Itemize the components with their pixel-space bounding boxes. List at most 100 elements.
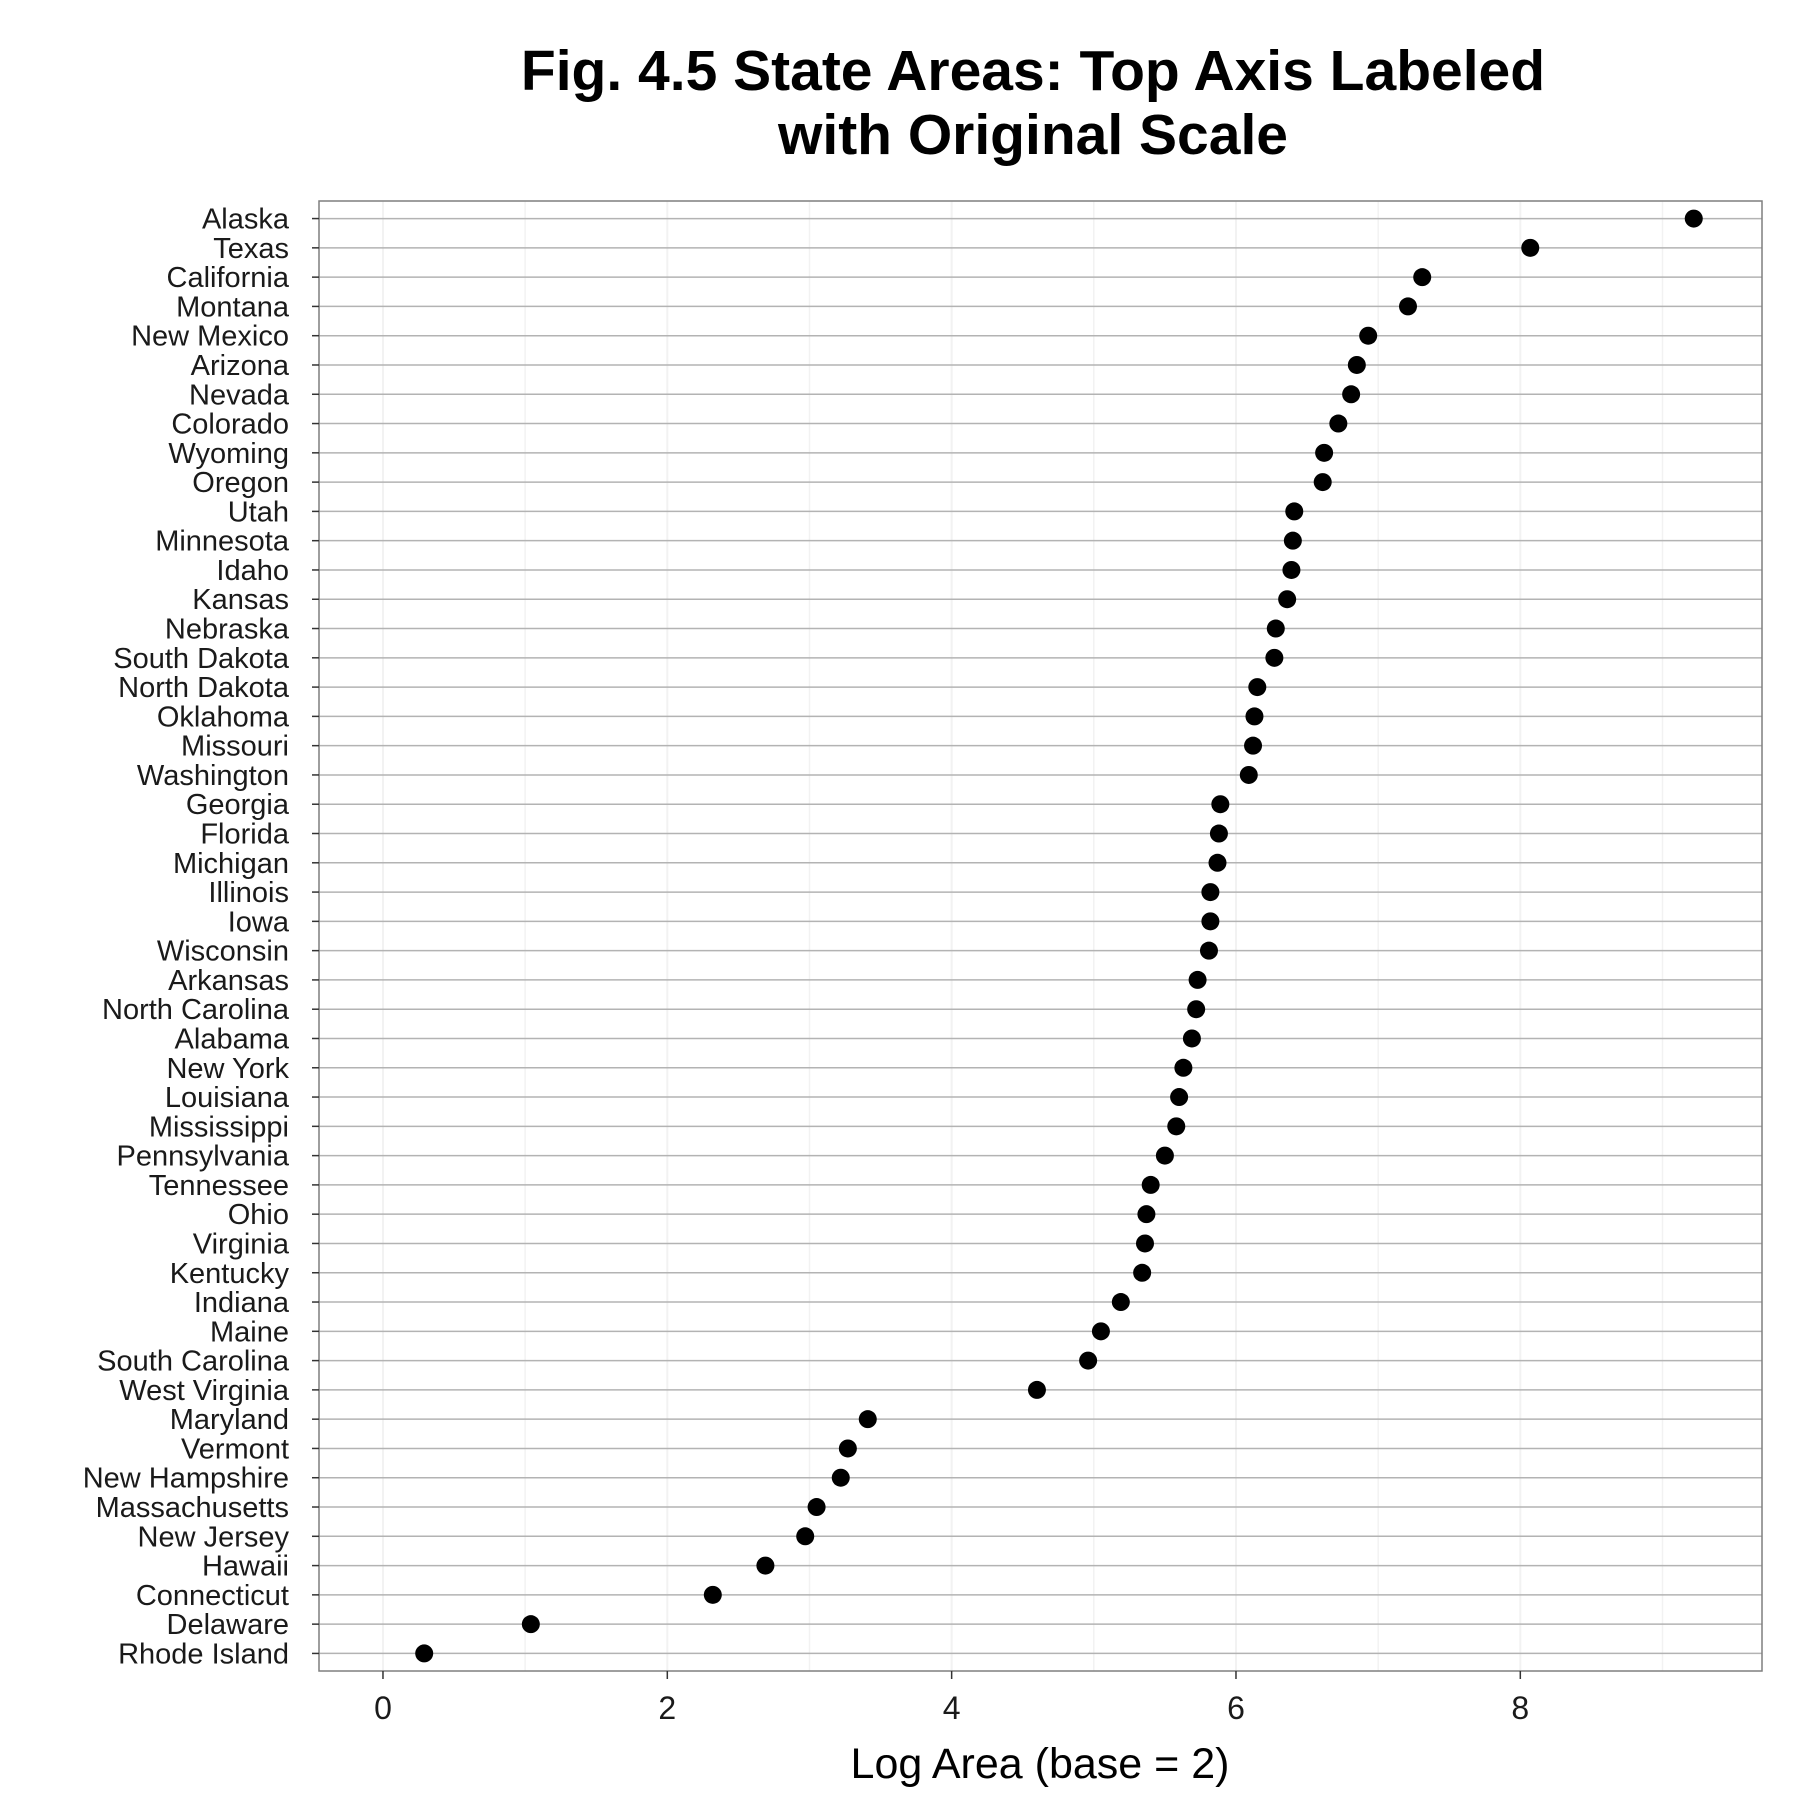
y-tick-label: Utah <box>228 496 289 528</box>
y-tick-label: Indiana <box>194 1287 290 1319</box>
data-point <box>1399 297 1418 316</box>
y-tick-label: Oregon <box>192 467 289 499</box>
y-tick-label: Maryland <box>170 1404 289 1436</box>
data-point <box>838 1439 857 1458</box>
data-point <box>1201 883 1220 902</box>
data-point <box>1187 1000 1206 1019</box>
y-tick-label: New York <box>166 1053 289 1085</box>
data-point <box>1347 355 1366 374</box>
chart-title-line-1: Fig. 4.5 State Areas: Top Axis Labeled <box>521 39 1545 103</box>
minor-gridlines <box>381 201 1664 1671</box>
y-tick-label: Alaska <box>202 204 290 236</box>
data-point <box>1283 531 1302 550</box>
data-point <box>1244 736 1263 755</box>
data-point <box>1167 1117 1186 1136</box>
data-point <box>1521 238 1540 257</box>
data-point <box>1155 1146 1174 1165</box>
data-point <box>1248 678 1267 697</box>
y-tick-label: Idaho <box>216 555 289 587</box>
data-point <box>1170 1088 1189 1107</box>
y-tick-label: Mississippi <box>149 1111 289 1143</box>
y-tick-label: Wyoming <box>168 438 289 470</box>
y-tick-label: Missouri <box>181 731 289 763</box>
data-point <box>756 1556 775 1575</box>
data-point <box>1079 1351 1098 1370</box>
y-tick-label: Washington <box>137 760 289 792</box>
chart-title-line-2: with Original Scale <box>777 103 1288 167</box>
data-point <box>521 1615 540 1634</box>
data-point <box>796 1527 815 1546</box>
data-point <box>1137 1205 1156 1224</box>
data-point <box>1313 473 1332 492</box>
y-tick-label: Wisconsin <box>157 936 289 968</box>
data-point <box>1359 326 1378 345</box>
y-tick-label: Georgia <box>186 789 290 821</box>
x-axis-title: Log Area (base = 2) <box>851 1740 1230 1788</box>
data-point <box>1182 1029 1201 1048</box>
y-tick-label: Ohio <box>228 1199 289 1231</box>
data-point <box>1174 1058 1193 1077</box>
data-point <box>1342 385 1361 404</box>
data-point <box>831 1468 850 1487</box>
y-tick-label: Delaware <box>167 1609 290 1641</box>
y-tick-label: Michigan <box>173 848 289 880</box>
y-tick-label: Colorado <box>171 409 289 441</box>
y-tick-label: Illinois <box>208 877 289 909</box>
y-tick-label: Louisiana <box>165 1082 290 1114</box>
y-tick-label: South Carolina <box>97 1346 290 1378</box>
data-point <box>1266 619 1285 638</box>
data-point <box>1091 1322 1110 1341</box>
data-point <box>1684 209 1703 228</box>
y-tick-label: North Carolina <box>102 994 290 1026</box>
y-tick-label: Kansas <box>192 584 289 616</box>
y-tick-label: West Virginia <box>119 1375 290 1407</box>
y-tick-label: Connecticut <box>136 1580 289 1612</box>
chart-title: Fig. 4.5 State Areas: Top Axis Labeled w… <box>521 39 1545 167</box>
y-tick-label: Minnesota <box>155 526 290 558</box>
y-tick-label: Iowa <box>228 906 290 938</box>
data-point <box>1413 268 1432 287</box>
major-gridlines <box>319 217 1762 1655</box>
x-tick-label: 8 <box>1511 1690 1529 1726</box>
y-tick-label: Alabama <box>175 1023 290 1055</box>
y-tick-label: Kentucky <box>170 1258 290 1290</box>
data-point <box>1265 648 1284 667</box>
x-tick-label: 4 <box>943 1690 961 1726</box>
y-tick-label: Vermont <box>181 1433 289 1465</box>
data-points <box>415 209 1703 1663</box>
y-tick-label: Maine <box>210 1316 289 1348</box>
data-point <box>1027 1380 1046 1399</box>
data-point <box>415 1644 434 1663</box>
data-point <box>1285 502 1304 521</box>
y-tick-label: Nebraska <box>165 614 290 646</box>
y-tick-label: Nevada <box>189 379 290 411</box>
y-tick-label: Oklahoma <box>157 701 290 733</box>
data-point <box>1201 912 1220 931</box>
data-point <box>1208 853 1227 872</box>
y-tick-label: Pennsylvania <box>117 1141 290 1173</box>
y-tick-label: Arkansas <box>168 965 289 997</box>
data-point <box>807 1498 826 1517</box>
x-tick-label: 0 <box>374 1690 392 1726</box>
data-point <box>1245 707 1264 726</box>
data-point <box>1199 941 1218 960</box>
y-tick-label: North Dakota <box>118 672 290 704</box>
y-tick-label: California <box>167 262 290 294</box>
y-tick-label: Virginia <box>193 1228 290 1260</box>
y-tick-label: New Mexico <box>131 321 289 353</box>
data-point <box>1329 414 1348 433</box>
data-point <box>1188 970 1207 989</box>
data-point <box>1211 795 1230 814</box>
y-tick-label: New Hampshire <box>83 1463 289 1495</box>
y-tick-label: New Jersey <box>138 1521 290 1553</box>
y-tick-label: Florida <box>200 819 290 851</box>
data-point <box>1133 1263 1152 1282</box>
data-point <box>1135 1234 1154 1253</box>
data-point <box>1209 824 1228 843</box>
y-tick-label: Tennessee <box>149 1170 289 1202</box>
y-tick-label: Hawaii <box>202 1551 289 1583</box>
y-tick-label: Rhode Island <box>118 1638 289 1670</box>
